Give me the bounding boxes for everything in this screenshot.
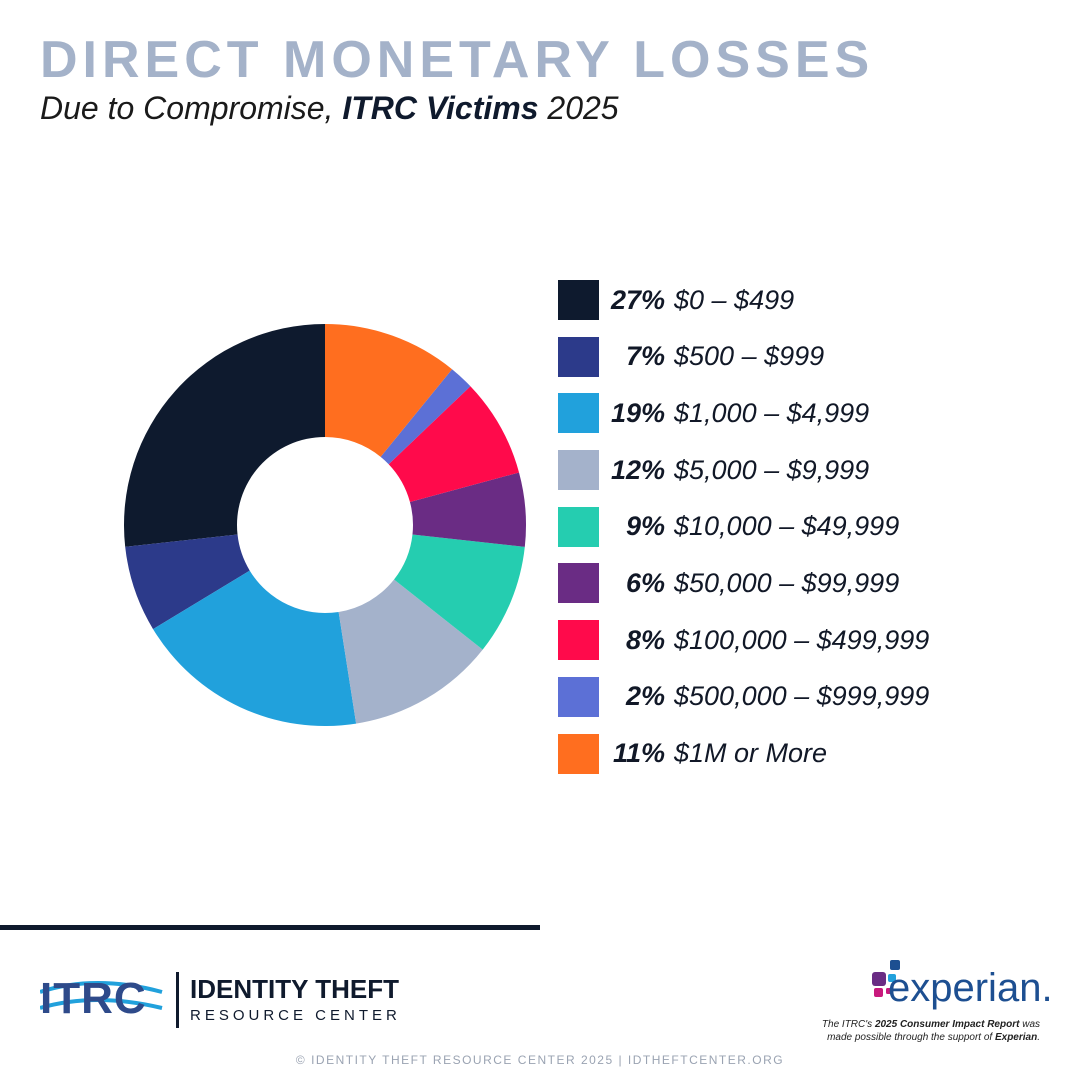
legend-label: $1M or More xyxy=(674,738,828,768)
legend-percent: 9% xyxy=(625,511,665,542)
note-part-2: was made possible through the support of xyxy=(827,1019,1040,1043)
legend-percent: 6% xyxy=(625,567,665,598)
legend-label: $1,000 – $4,999 xyxy=(674,397,870,428)
itrc-org-subname: RESOURCE CENTER xyxy=(190,1007,401,1024)
legend-label: $100,000 – $499,999 xyxy=(674,624,930,655)
legend-item: 2% $500,000 – $999,999 xyxy=(558,676,930,717)
legend-item: 9% $10,000 – $49,999 xyxy=(558,506,929,547)
legend-percent: 12% xyxy=(610,454,665,485)
page-subtitle: Due to Compromise, ITRC Victims 2025 xyxy=(40,90,619,127)
note-part-3: . xyxy=(1037,1032,1040,1043)
legend-label: $50,000 – $99,999 xyxy=(674,567,900,598)
pie-slice xyxy=(123,324,325,547)
legend-swatch xyxy=(558,620,599,661)
legend-label: $500,000 – $999,999 xyxy=(674,681,930,712)
legend-swatch xyxy=(558,393,599,434)
legend-swatch xyxy=(558,506,599,547)
pie-slice xyxy=(153,570,357,726)
subtitle-year: 2025 xyxy=(538,90,619,126)
legend-label: $0 – $499 xyxy=(674,284,795,315)
legend-swatch xyxy=(558,450,599,491)
legend-percent: 11% xyxy=(612,738,665,768)
note-report-name: 2025 Consumer Impact Report xyxy=(874,1019,1020,1030)
legend-percent: 8% xyxy=(625,624,665,655)
pie-slice xyxy=(409,472,526,547)
legend-item: 6% $50,000 – $99,999 xyxy=(558,563,929,604)
legend-item: 27% $0 – $499 xyxy=(558,280,929,320)
legend-swatch xyxy=(558,280,599,320)
legend-swatch xyxy=(558,676,599,717)
experian-logo-icon xyxy=(872,960,900,997)
legend-percent: 27% xyxy=(610,284,665,315)
chart-legend: 27% $0 – $499 7% $500 – $999 19% $1,000 – $4,… xyxy=(558,280,929,790)
pie-slice xyxy=(394,534,525,650)
pie-slice xyxy=(125,534,250,630)
legend-label: $500 – $999 xyxy=(674,341,825,372)
legend-percent: 2% xyxy=(625,681,665,712)
legend-swatch xyxy=(558,733,599,774)
copyright-line: © IDENTITY THEFT RESOURCE CENTER 2025 | … xyxy=(295,1053,785,1067)
pie-slice xyxy=(338,579,483,724)
legend-item: 8% $100,000 – $499,999 xyxy=(558,620,930,661)
legend-percent: 19% xyxy=(610,397,665,428)
legend-item: 11% $1M or More xyxy=(558,733,929,774)
legend-swatch xyxy=(558,336,599,377)
legend-item: 12% $5,000 – $9,999 xyxy=(558,450,929,491)
pie-slice xyxy=(325,324,453,457)
page-title: DIRECT MONETARY LOSSES xyxy=(40,31,875,89)
legend-label: $5,000 – $9,999 xyxy=(674,454,870,485)
legend-item: 7% $500 – $999 xyxy=(558,336,929,377)
legend-label: $10,000 – $49,999 xyxy=(674,511,900,542)
pie-slice xyxy=(388,386,520,503)
legend-percent: 7% xyxy=(625,341,665,372)
legend-item: 19% $1,000 – $4,999 xyxy=(558,393,929,434)
itrc-logo-icon xyxy=(40,981,163,1010)
experian-logo-text: experian. xyxy=(888,966,1053,1010)
donut-chart xyxy=(123,324,526,726)
footer-divider xyxy=(0,925,540,930)
legend-swatch xyxy=(558,563,599,604)
note-part-1: The ITRC's xyxy=(821,1019,875,1030)
itrc-org-name: IDENTITY THEFT xyxy=(190,974,399,1004)
logo-divider xyxy=(176,972,179,1028)
note-sponsor: Experian xyxy=(994,1032,1038,1043)
itrc-logo-text: ITRC xyxy=(40,974,147,1023)
subtitle-emphasis: ITRC Victims xyxy=(342,90,539,126)
subtitle-lead: Due to Compromise, xyxy=(40,90,343,126)
pie-slice xyxy=(380,369,471,465)
sponsor-note: The ITRC's 2025 Consumer Impact Report w… xyxy=(810,1018,1040,1044)
